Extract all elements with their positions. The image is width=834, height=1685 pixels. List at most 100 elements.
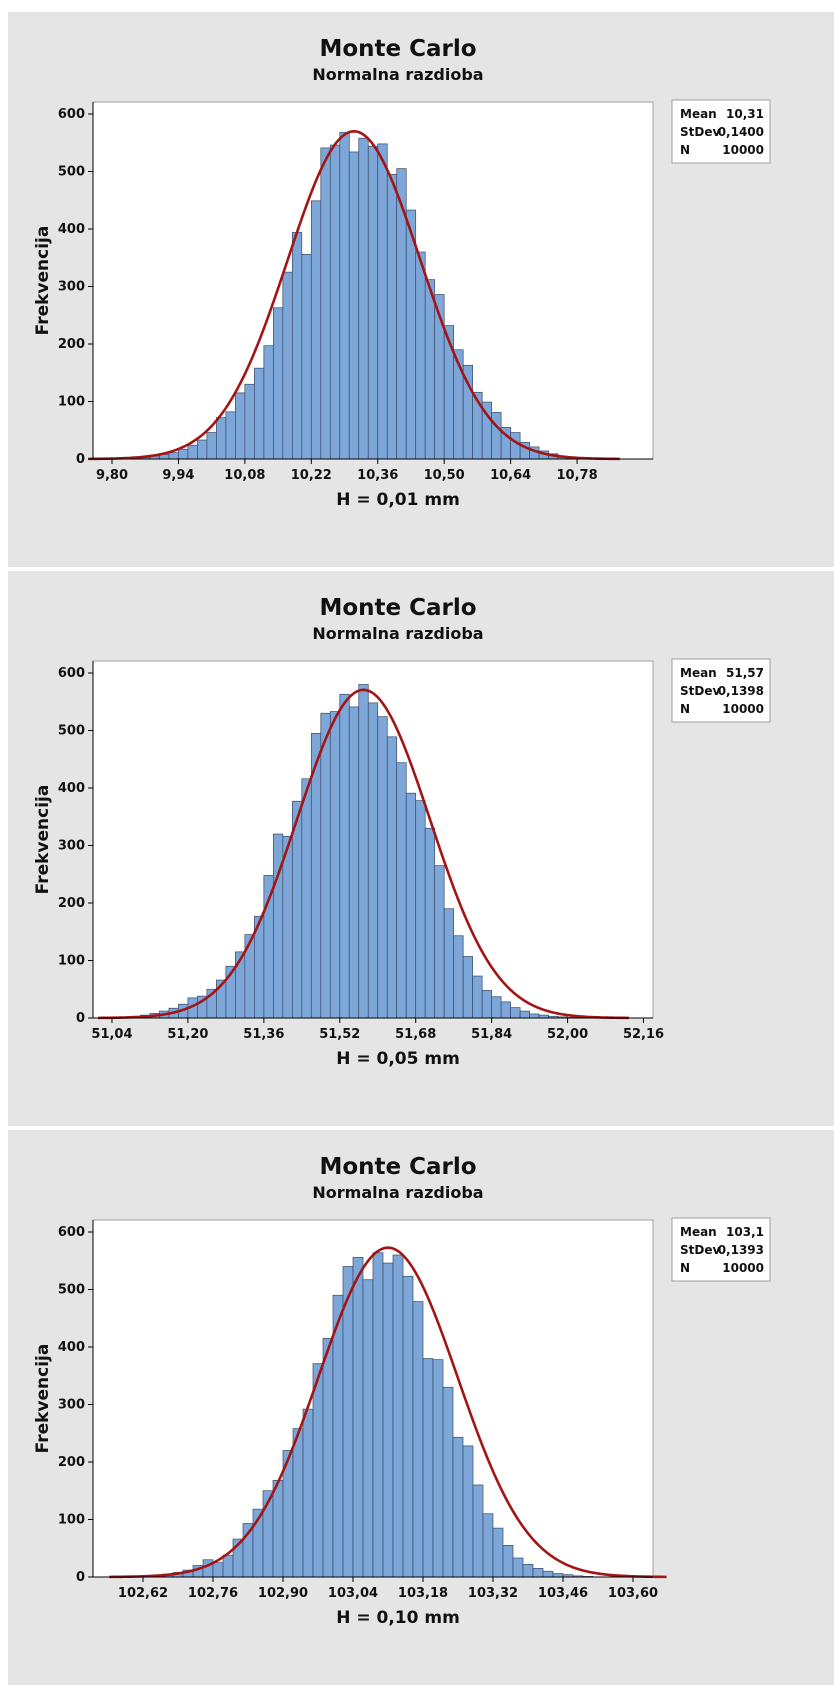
histogram-bar	[491, 412, 502, 460]
histogram-bar	[396, 762, 407, 1019]
histogram-bar	[529, 1013, 540, 1019]
histogram-bar	[244, 383, 255, 460]
histogram-chart-2: Monte Carlo Normalna razdioba 0 100 200 300 40…	[33, 595, 771, 1069]
y-axis-label: Frekvencija	[33, 785, 53, 895]
histogram-bar	[320, 712, 331, 1019]
histogram-bar	[462, 956, 474, 1019]
normal-fit-curve	[88, 129, 620, 461]
y-tick-label: 0	[76, 452, 85, 467]
chart-title: Monte Carlo	[319, 36, 476, 62]
y-tick-label: 300	[58, 1398, 85, 1413]
legend-label: StDev	[680, 1243, 720, 1257]
y-tick-label: 100	[58, 395, 85, 410]
histogram-bar	[187, 444, 198, 460]
y-tick-label: 0	[76, 1011, 85, 1026]
legend-label: N	[680, 143, 690, 157]
y-tick-label: 600	[58, 107, 85, 122]
histogram-bar	[358, 137, 369, 460]
legend-label: StDev	[680, 125, 720, 139]
y-tick-label: 200	[58, 896, 85, 911]
chart-subtitle: Normalna razdioba	[312, 65, 483, 84]
histogram-bar	[392, 1254, 404, 1578]
histogram-bar	[329, 144, 341, 460]
histogram-bar	[329, 711, 341, 1019]
x-axis-label: H = 0,10 mm	[336, 1608, 460, 1628]
histogram-bar	[386, 174, 398, 460]
y-axis-label: Frekvencija	[33, 226, 53, 336]
normal-fit-curve	[98, 688, 629, 1020]
histogram-bar	[292, 1428, 304, 1578]
x-tick-label: 10,08	[224, 468, 265, 483]
histogram-bar	[362, 1279, 374, 1578]
histogram-bar	[386, 736, 398, 1019]
histogram-bar	[415, 800, 426, 1019]
histogram-bar	[402, 1275, 414, 1578]
y-tick-label: 500	[58, 165, 85, 180]
x-tick-label: 9,80	[96, 468, 128, 483]
x-tick-label: 51,84	[471, 1027, 512, 1042]
x-tick-label: 10,22	[291, 468, 332, 483]
legend-label: Mean	[680, 666, 717, 680]
chart-title: Monte Carlo	[319, 1154, 476, 1180]
legend-value: 51,57	[726, 666, 764, 680]
legend-label: N	[680, 702, 690, 716]
histogram-panel-3: Monte Carlo Normalna razdioba 0 100 200 300 40…	[8, 1130, 834, 1685]
histogram-bar	[206, 432, 217, 460]
histogram-bar	[432, 1359, 444, 1578]
histogram-bar	[443, 325, 455, 460]
histogram-bar	[542, 1570, 554, 1578]
legend-value: 10,31	[726, 107, 764, 121]
histogram-chart-1: Monte Carlo Normalna razdioba 0 100 200 300 40…	[33, 36, 771, 510]
histogram-bar	[472, 975, 483, 1019]
histogram-panel-2: Monte Carlo Normalna razdioba 0 100 200 300 40…	[8, 571, 834, 1126]
histogram-bar	[339, 693, 350, 1019]
histogram-bar	[412, 1301, 424, 1578]
histogram-bar	[320, 147, 331, 460]
stats-legend-box	[671, 658, 771, 723]
y-axis-label: Frekvencija	[33, 1344, 53, 1454]
histogram-bar	[442, 1386, 454, 1578]
x-tick-label: 103,18	[398, 1586, 448, 1601]
chart-subtitle: Normalna razdioba	[312, 1183, 483, 1202]
histogram-bar	[332, 1294, 344, 1578]
normal-fit-curve	[109, 1246, 667, 1579]
x-tick-label: 103,46	[538, 1586, 588, 1601]
histogram-bar	[263, 345, 274, 460]
histogram-bar	[197, 439, 208, 460]
x-tick-label: 51,36	[243, 1027, 284, 1042]
histogram-bar	[510, 1007, 521, 1019]
histogram-bar	[552, 1573, 564, 1578]
histogram-bar	[216, 417, 227, 460]
histogram-bar	[272, 307, 284, 460]
histogram-bar	[405, 209, 417, 460]
histogram-bar	[212, 1562, 224, 1578]
legend-value: 10000	[722, 1261, 764, 1275]
x-tick-label: 103,60	[608, 1586, 658, 1601]
legend-label: Mean	[680, 107, 717, 121]
y-tick-label: 0	[76, 1570, 85, 1585]
x-tick-label: 51,20	[167, 1027, 208, 1042]
y-tick-label: 400	[58, 781, 85, 796]
histogram-bar	[222, 1554, 234, 1578]
x-axis-label: H = 0,01 mm	[336, 490, 460, 510]
histogram-bar	[519, 1010, 530, 1019]
histogram-bar	[512, 1557, 524, 1578]
histogram-bar	[367, 145, 379, 460]
y-tick-label: 200	[58, 1455, 85, 1470]
legend-value: 0,1398	[718, 684, 764, 698]
x-tick-label: 10,36	[357, 468, 398, 483]
histogram-bar	[348, 151, 360, 460]
histogram-bar	[443, 908, 455, 1019]
x-tick-label: 52,16	[623, 1027, 664, 1042]
y-tick-label: 100	[58, 1513, 85, 1528]
legend-value: 10000	[722, 702, 764, 716]
x-tick-label: 102,76	[188, 1586, 238, 1601]
histogram-bar	[342, 1266, 354, 1578]
histogram-bar	[178, 448, 189, 460]
histogram-bar	[282, 835, 293, 1019]
histogram-bar	[301, 778, 312, 1019]
histogram-bar	[367, 702, 379, 1019]
legend-label: N	[680, 1261, 690, 1275]
histogram-bar	[310, 200, 322, 460]
